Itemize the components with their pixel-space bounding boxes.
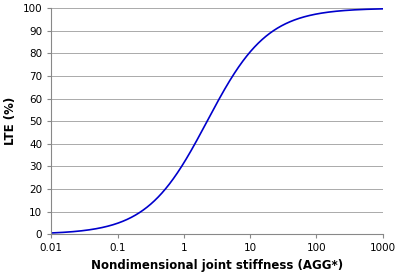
X-axis label: Nondimensional joint stiffness (AGG*): Nondimensional joint stiffness (AGG*) <box>91 259 343 272</box>
Y-axis label: LTE (%): LTE (%) <box>4 97 17 145</box>
